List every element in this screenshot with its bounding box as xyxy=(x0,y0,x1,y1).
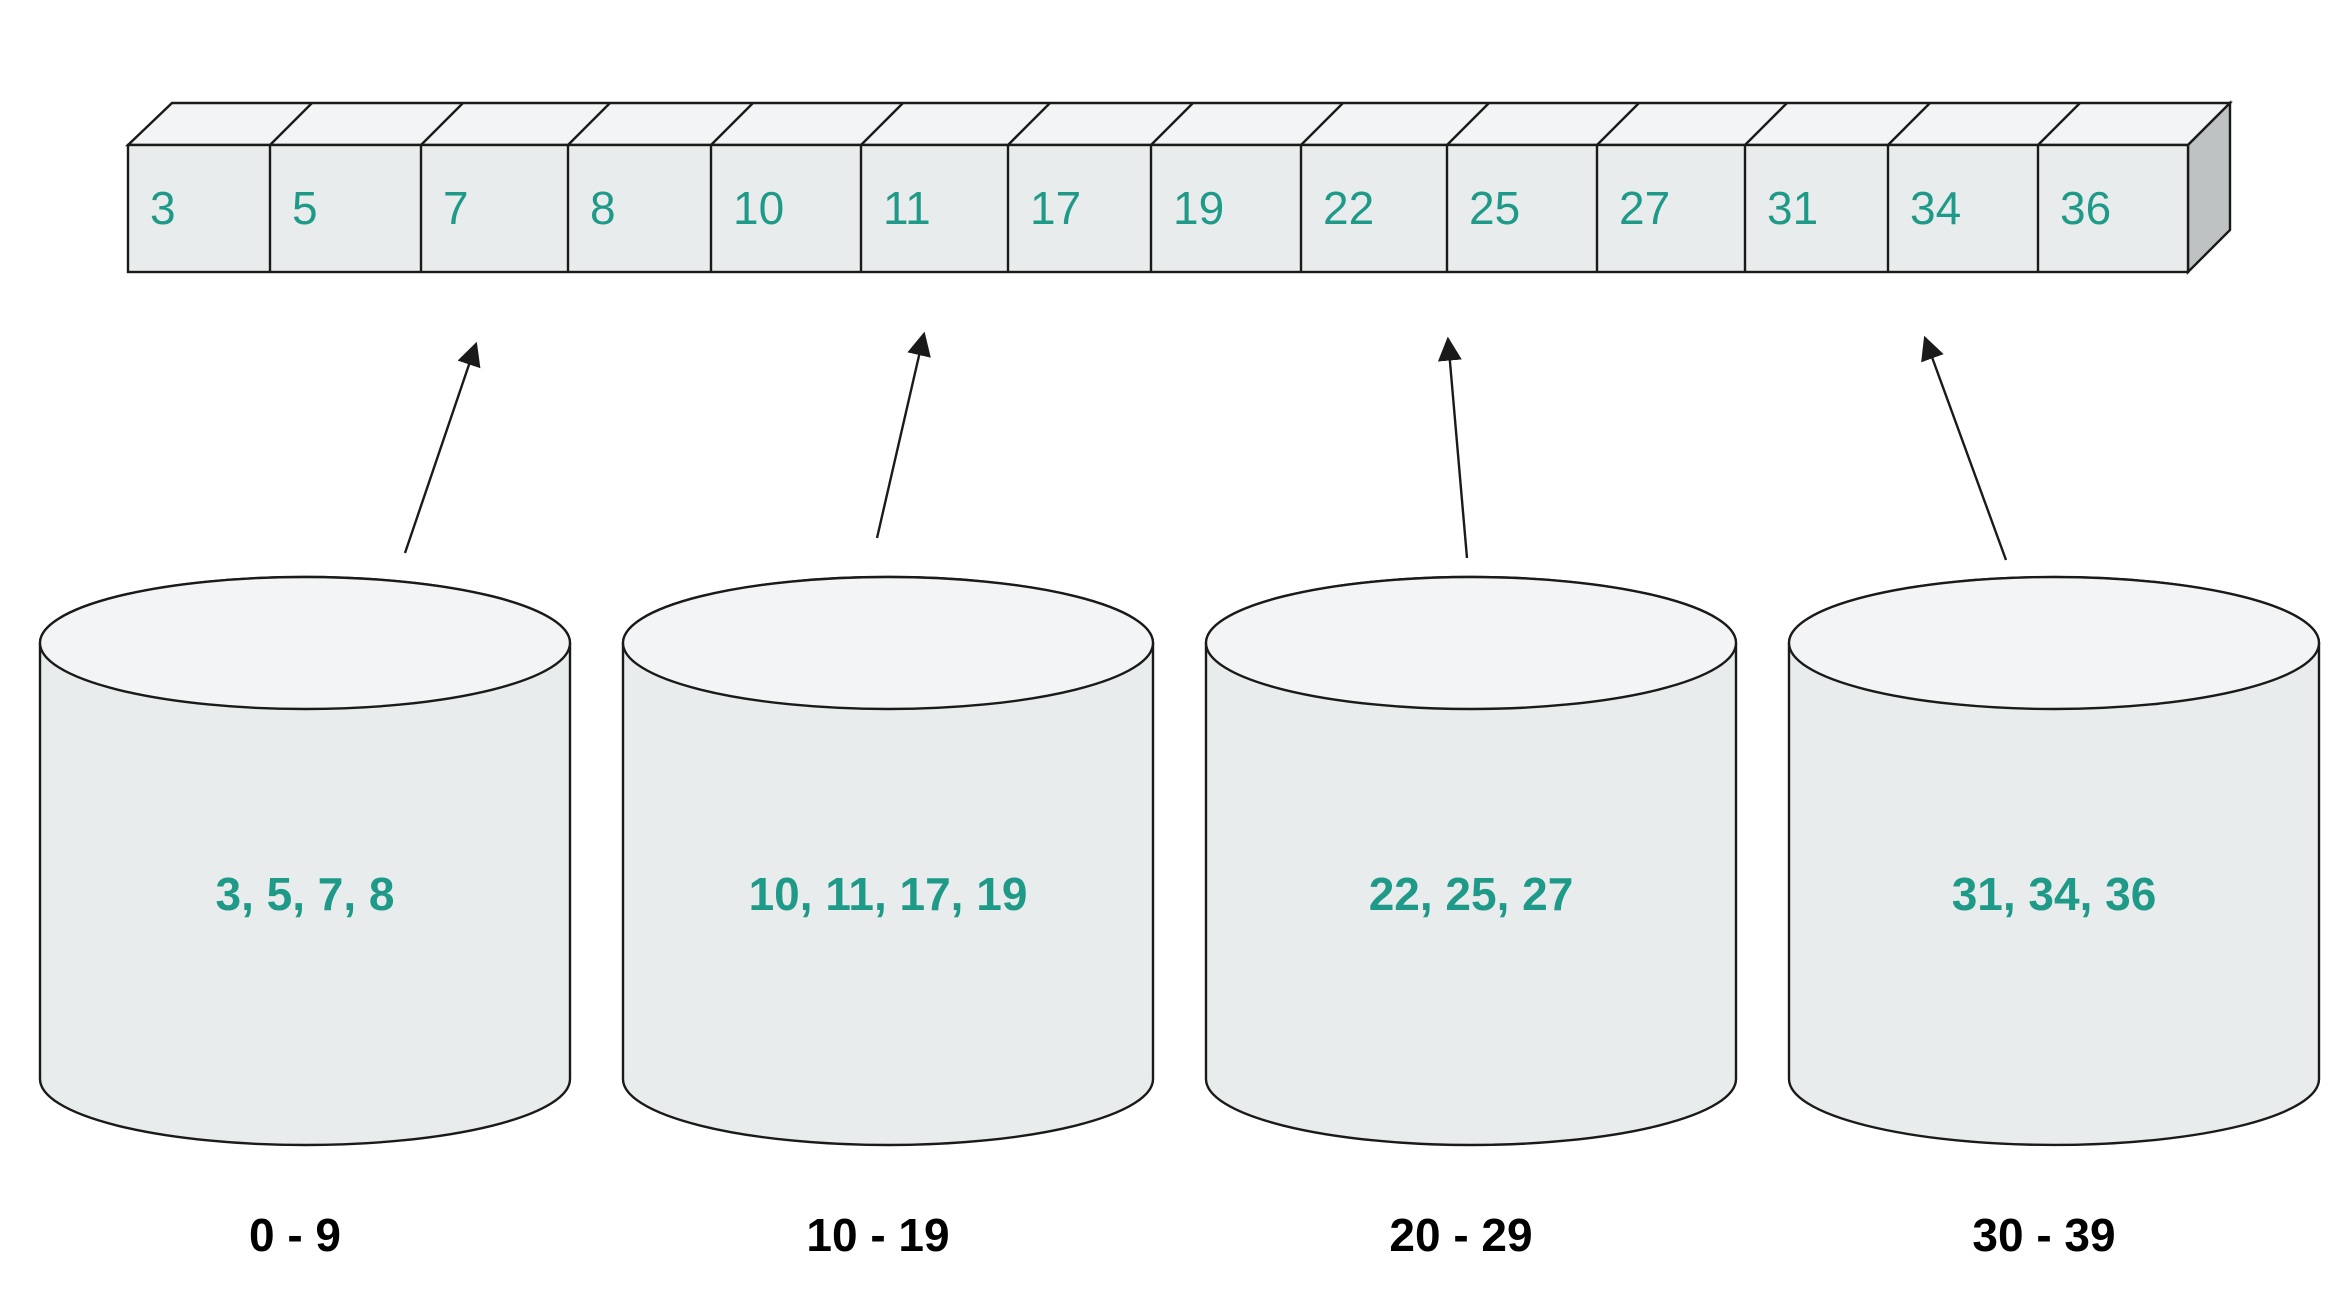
bucket-4: 31, 34, 36 30 - 39 xyxy=(1787,575,2321,1261)
array-cell-value: 27 xyxy=(1619,182,1670,234)
array-cell-value: 34 xyxy=(1910,182,1961,234)
arrow-bucket-1 xyxy=(403,341,481,554)
bucket-range-label: 10 - 19 xyxy=(806,1209,949,1261)
array-cell-top-divider xyxy=(269,102,313,146)
array-cell-value: 17 xyxy=(1030,182,1081,234)
arrow-bucket-2 xyxy=(875,331,931,539)
bucket-range-label: 0 - 9 xyxy=(249,1209,341,1261)
array-cell-top-divider xyxy=(420,102,464,146)
bucket-1: 3, 5, 7, 8 0 - 9 xyxy=(38,575,572,1261)
array-cell-top-divider xyxy=(1596,102,1640,146)
array-cell-value: 3 xyxy=(150,182,176,234)
bucket-range-label: 30 - 39 xyxy=(1972,1209,2115,1261)
bucket-range-label: 20 - 29 xyxy=(1389,1209,1532,1261)
array-cell-top-divider xyxy=(1887,102,1931,146)
bucket-top xyxy=(1787,575,2321,711)
array-cell-value: 10 xyxy=(733,182,784,234)
arrow-bucket-3 xyxy=(1437,336,1469,559)
arrows xyxy=(403,331,2008,561)
array-cell-top-divider xyxy=(1300,102,1344,146)
bucket-top xyxy=(621,575,1155,711)
array-cell-value: 5 xyxy=(292,182,318,234)
array-cell-value: 25 xyxy=(1469,182,1520,234)
array-cell-top-divider xyxy=(1744,102,1788,146)
bucket-3: 22, 25, 27 20 - 29 xyxy=(1204,575,1738,1261)
arrow-bucket-4 xyxy=(1921,335,2008,561)
bucket-top xyxy=(38,575,572,711)
bucket-top xyxy=(1204,575,1738,711)
array-cell-value: 19 xyxy=(1173,182,1224,234)
array-cell-top-divider xyxy=(567,102,611,146)
bucket-contents: 3, 5, 7, 8 xyxy=(215,868,394,920)
array-cell-value: 22 xyxy=(1323,182,1374,234)
bucket-contents: 31, 34, 36 xyxy=(1952,868,2157,920)
sorted-array: 3 5 7 8 10 11 17 19 22 25 27 31 34 36 xyxy=(125,100,2233,275)
array-cell-top-divider xyxy=(710,102,754,146)
array-cell-value: 8 xyxy=(590,182,616,234)
array-cell-value: 11 xyxy=(883,182,931,234)
bucket-2: 10, 11, 17, 19 10 - 19 xyxy=(621,575,1155,1261)
buckets: 3, 5, 7, 8 0 - 9 10, 11, 17, 19 10 - 19 22, … xyxy=(38,575,2321,1261)
array-front-face xyxy=(126,143,2190,274)
array-cell-value: 36 xyxy=(2060,182,2111,234)
array-cell-top-divider xyxy=(2037,102,2081,146)
array-cell-top-divider xyxy=(1446,102,1490,146)
array-cell-top-divider xyxy=(1007,102,1051,146)
array-cell-top-divider xyxy=(860,102,904,146)
array-cell-value: 7 xyxy=(443,182,469,234)
bucket-contents: 22, 25, 27 xyxy=(1369,868,1574,920)
array-cell-value: 31 xyxy=(1767,182,1818,234)
bucket-contents: 10, 11, 17, 19 xyxy=(749,868,1028,920)
array-cell-top-divider xyxy=(1150,102,1194,146)
